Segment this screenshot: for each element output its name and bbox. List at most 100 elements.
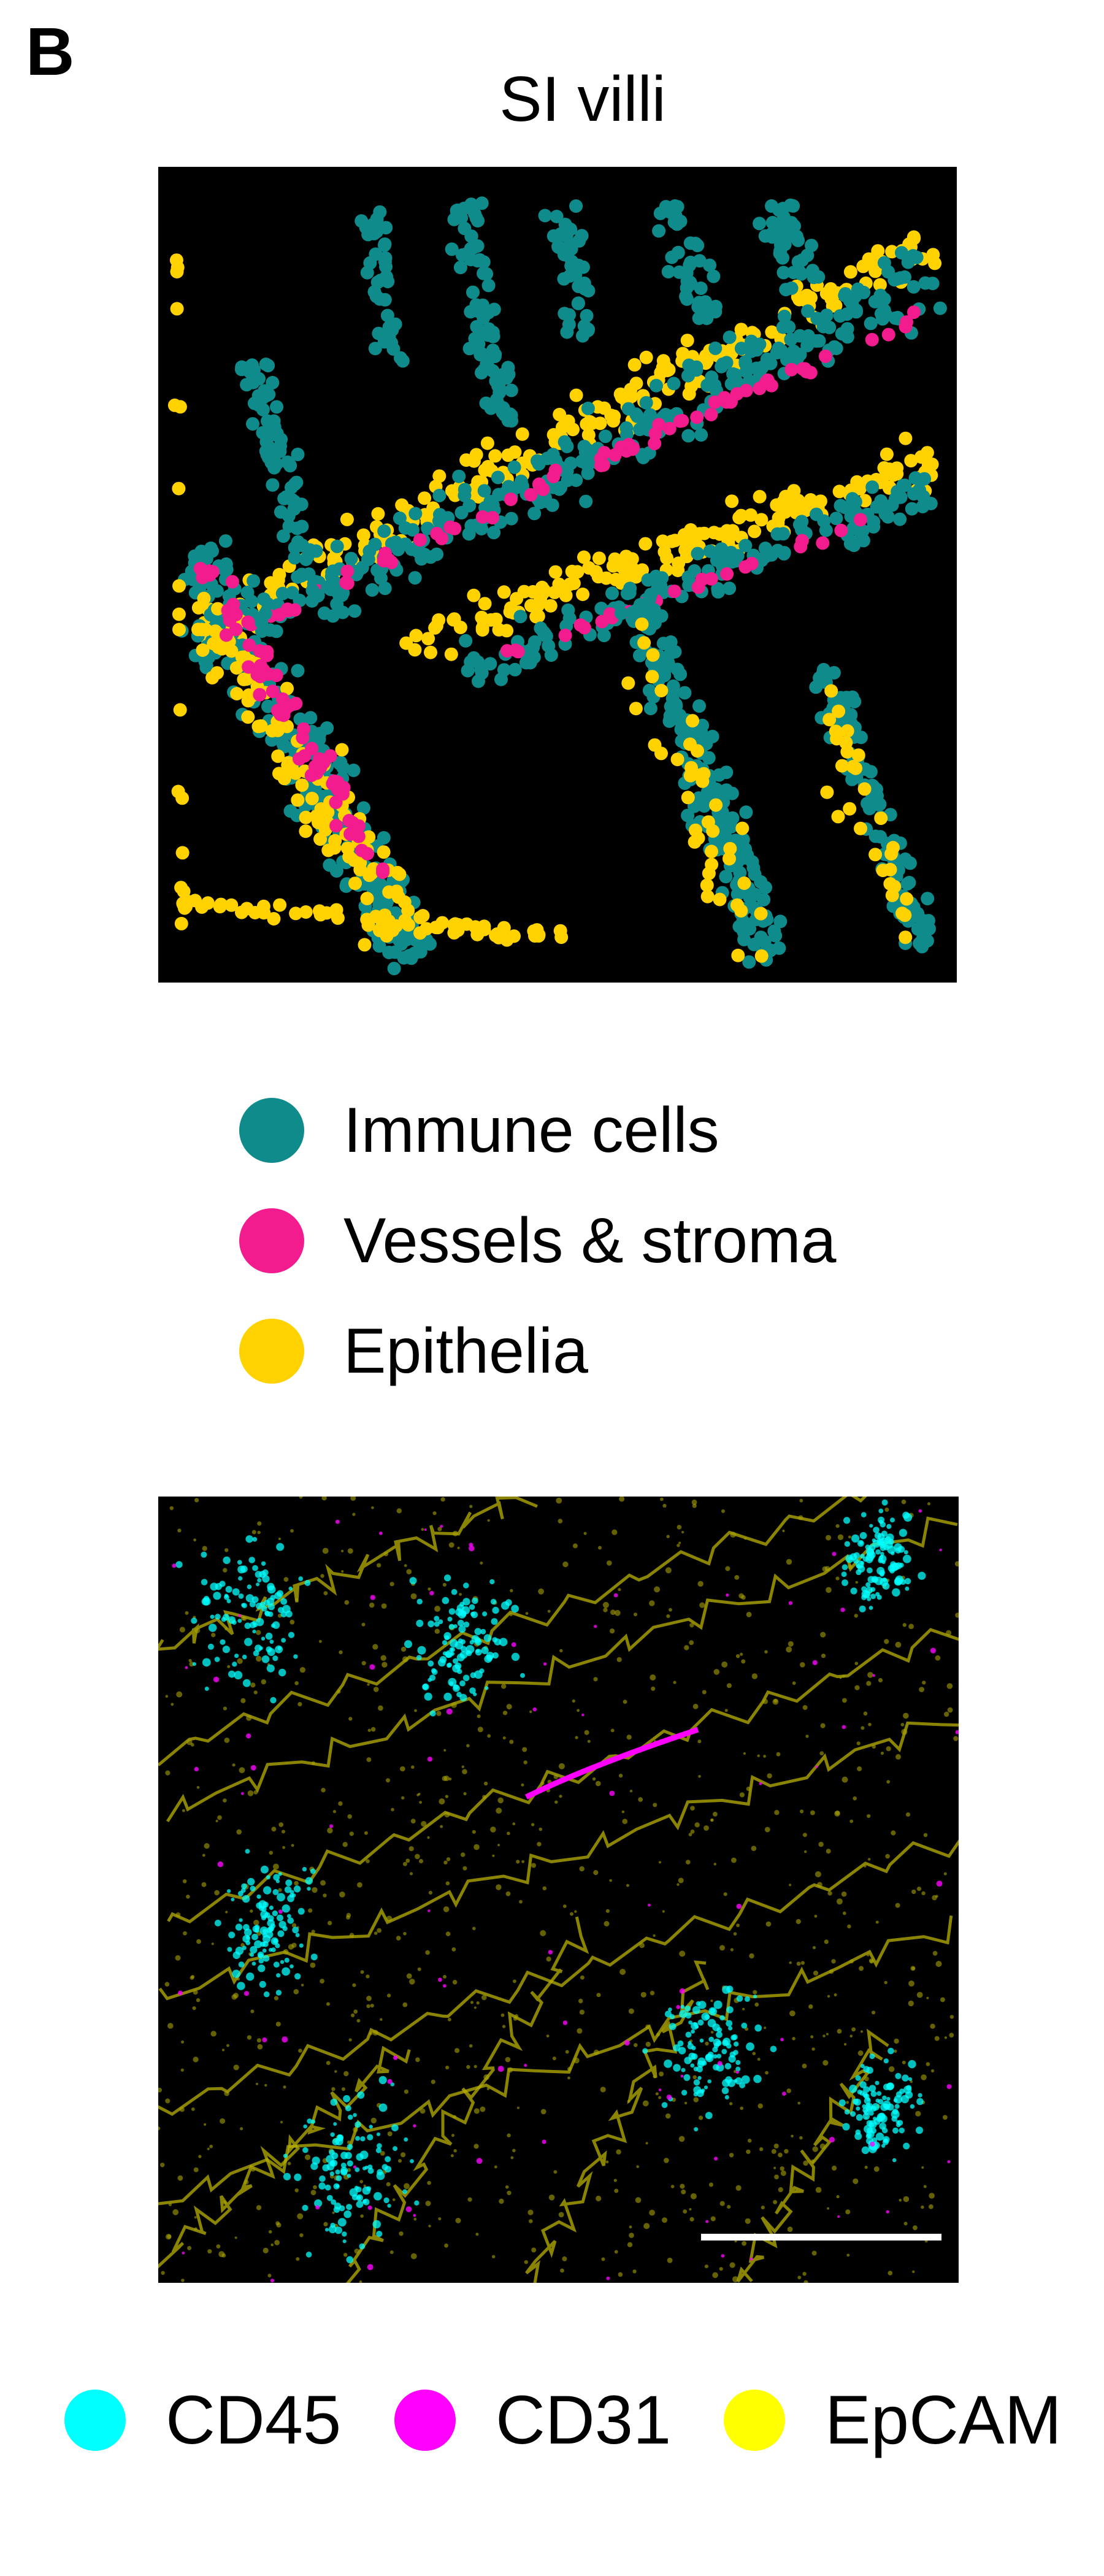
epcam-speck [857,2050,864,2056]
cd45-cell [841,1579,848,1586]
cd45-cell [347,2144,353,2150]
cell-point [864,316,878,331]
cell-point [873,278,887,292]
epcam-speck [943,2115,948,2120]
epcam-speck [201,1882,207,1887]
cd45-cell [469,1640,474,1645]
epcam-speck [903,2221,908,2226]
cd45-cell [289,1964,294,1969]
cell-point [684,379,699,393]
cd31-speck [613,1593,618,1598]
cd45-cell [282,1926,288,1931]
cd45-cell [270,1696,277,1704]
cd45-cell [424,1692,432,1701]
cd31-speck [387,2079,393,2084]
cd31-speck [270,2279,275,2283]
cell-point [771,223,784,237]
cd45-cell [385,2166,392,2173]
epcam-speck [587,1739,591,1743]
epcam-speck [677,1883,680,1886]
cell-point [211,602,224,616]
epcam-speck [444,1812,450,1818]
cd45-cell [292,1926,299,1934]
cd45-cell [310,1868,316,1874]
cell-point [477,255,491,269]
cell-point [829,512,843,526]
epcam-speck [690,1806,695,1811]
cd45-cell [245,1940,251,1945]
cell-point [459,247,473,261]
cd45-cell [455,1608,463,1616]
cell-point [229,661,243,675]
epcam-speck [509,1613,513,1617]
cd45-cell [895,2072,902,2079]
epcam-speck [250,2009,255,2014]
cell-point [489,929,503,943]
epcam-speck [751,1846,757,1851]
epcam-speck [921,1891,926,1895]
epcam-speck [678,1541,681,1544]
epcam-speck [186,1739,193,1746]
cd45-cell [447,1616,453,1622]
cell-point [921,892,935,906]
cd45-cell [269,1947,273,1952]
cd45-cell [894,2095,903,2104]
cell-point [686,714,700,728]
cell-point [639,350,653,364]
cell-point [694,428,708,442]
epcam-speck [735,2185,742,2191]
cell-point [933,301,947,315]
cd45-cell [664,2059,672,2068]
epcam-speck [856,1741,861,1746]
cell-point [899,930,913,945]
cell-point [737,932,751,946]
cell-point [731,948,745,962]
epcam-speck [857,1766,862,1771]
cell-point [840,724,854,738]
epcam-speck [297,2213,304,2220]
epcam-speck [653,2075,656,2079]
cd45-cell [668,2007,672,2012]
cd45-cell [258,1965,266,1972]
cd45-cell [895,1575,904,1584]
cell-point [692,699,706,713]
cd45-cell [869,2053,875,2060]
cd45-cell [916,2098,924,2106]
epcam-speck [334,2070,337,2073]
cd45-cell [287,1914,291,1919]
epcam-speck [434,1628,440,1634]
epcam-speck [392,2198,396,2201]
cell-point [235,905,248,919]
cd45-cell [463,1582,469,1589]
cell-point [662,362,676,377]
cd45-cell [288,1631,295,1638]
cell-point [280,681,294,696]
epcam-speck [764,1650,768,1654]
cell-point [432,469,447,483]
cd31-speck [413,2124,416,2128]
cell-point [648,738,662,752]
cd45-cell [250,1945,258,1954]
epcam-speck [802,2272,807,2276]
cell-point [754,513,769,527]
epcam-speck [443,1906,450,1912]
epcam-speck [719,1945,725,1951]
epcam-speck [289,1619,295,1625]
cd45-cell [357,2091,365,2099]
cell-point [372,939,386,953]
cell-point [794,267,808,281]
cell-point [273,898,287,912]
cd45-cell [294,1973,301,1980]
cd45-cell [707,2052,714,2058]
cell-point [685,726,699,740]
epcam-speck [224,1548,229,1552]
cd45-cell [908,2077,913,2081]
cell-point [389,919,403,933]
cd45-cell [328,2225,337,2234]
cell-point [550,210,564,223]
epcam-signal [158,1721,959,2001]
cd45-cell [694,2127,699,2132]
cell-point [531,454,544,468]
cd45-cell [431,1669,438,1675]
cell-point [638,537,653,551]
